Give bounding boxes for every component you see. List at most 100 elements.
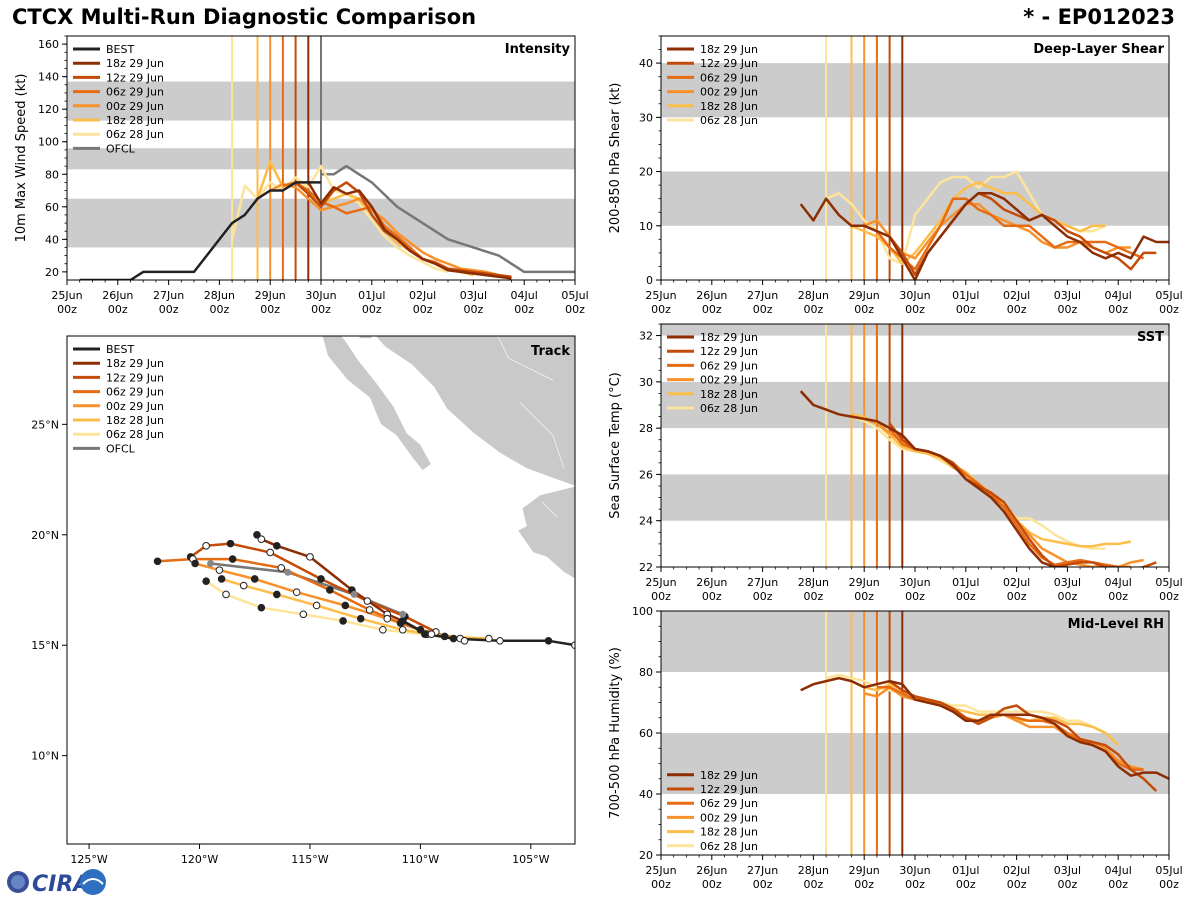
- intensity-xtick-label: 30Jun: [305, 289, 336, 302]
- sst-xtick-label: 03Jul: [1054, 576, 1081, 589]
- shear-series-line: [875, 197, 1145, 271]
- intensity-ytick-label: 120: [38, 103, 59, 116]
- shear-xtick-sublabel: 00z: [854, 303, 874, 316]
- sst-xtick-sublabel: 00z: [651, 590, 671, 603]
- shear-xtick-label: 30Jun: [899, 289, 930, 302]
- track-ytick-label: 25°N: [31, 418, 59, 431]
- track-point: [485, 634, 493, 643]
- rh-xtick-label: 28Jun: [798, 864, 829, 877]
- rh-xtick-label: 02Jul: [1003, 864, 1030, 877]
- track-point: [460, 637, 469, 645]
- intensity-ytick-label: 80: [45, 168, 59, 181]
- sst-xtick-sublabel: 00z: [956, 590, 976, 603]
- shear-xtick-label: 29Jun: [849, 289, 880, 302]
- intensity-xtick-label: 04Jul: [511, 289, 538, 302]
- track-point: [326, 586, 334, 594]
- track-xtick-label: 120°W: [181, 853, 218, 866]
- shear-ytick-label: 40: [639, 57, 653, 70]
- sst-xtick-label: 04Jul: [1105, 576, 1132, 589]
- sst-xtick-label: 05Jul: [1155, 576, 1182, 589]
- shear-xtick-sublabel: 00z: [651, 303, 671, 316]
- intensity-xtick-sublabel: 00z: [464, 303, 484, 316]
- sst-ytick-label: 24: [639, 515, 653, 528]
- rh-xtick-sublabel: 00z: [956, 878, 976, 891]
- rh-ytick-label: 100: [632, 605, 653, 618]
- sst-xtick-sublabel: 00z: [854, 590, 874, 603]
- track-point: [250, 575, 259, 583]
- shear-series-line: [799, 191, 1169, 280]
- intensity-plot-area: [67, 36, 575, 280]
- intensity-series-line: [321, 164, 575, 274]
- sst-ytick-label: 30: [639, 376, 653, 389]
- track-legend-label: 00z 29 Jun: [106, 400, 164, 413]
- intensity-xtick-label: 25Jun: [51, 289, 82, 302]
- shear-xtick-sublabel: 00z: [804, 303, 824, 316]
- track-legend-label: 18z 29 Jun: [106, 357, 164, 370]
- track-point: [153, 557, 162, 566]
- rh-title: Mid-Level RH: [1068, 617, 1164, 632]
- intensity-series-line: [269, 182, 500, 277]
- shear-xtick-label: 28Jun: [798, 289, 829, 302]
- sst-xtick-sublabel: 00z: [804, 590, 824, 603]
- track-legend-label: BEST: [106, 343, 134, 356]
- state-border: [519, 402, 565, 469]
- shear-band: [661, 63, 1169, 118]
- track-point: [215, 566, 224, 574]
- intensity-xtick-sublabel: 00z: [413, 303, 433, 316]
- intensity-legend-label: BEST: [106, 43, 134, 56]
- shear-xtick-sublabel: 00z: [956, 303, 976, 316]
- track-legend-label: 06z 29 Jun: [106, 386, 164, 399]
- intensity-series-line: [307, 181, 512, 280]
- intensity-legend-label: 06z 29 Jun: [106, 86, 164, 99]
- track-legend-label: 12z 29 Jun: [106, 371, 164, 384]
- rh-panel: 20 40 60 80 100 700-500 hPa Humidity (%) Mid-L…: [608, 605, 1170, 862]
- track-line: [205, 580, 465, 643]
- shear-xtick-sublabel: 00z: [1058, 303, 1078, 316]
- track-frame: [66, 335, 576, 845]
- track-point: [449, 634, 458, 643]
- rh-legend-label: 18z 29 Jun: [700, 769, 758, 782]
- sst-xtick-sublabel: 00z: [1108, 590, 1128, 603]
- sst-xtick-sublabel: 00z: [702, 590, 722, 603]
- sst-ytick-label: 26: [639, 468, 653, 481]
- shear-xtick-label: 05Jul: [1155, 289, 1182, 302]
- track-point: [273, 590, 281, 599]
- intensity-xtick-sublabel: 00z: [159, 303, 179, 316]
- track-point: [398, 625, 407, 634]
- intensity-xtick-label: 26Jun: [102, 289, 133, 302]
- sst-xtick-label: 29Jun: [849, 576, 880, 589]
- baja-california-landmass: [321, 336, 432, 472]
- rh-band: [661, 611, 1169, 672]
- sst-panel: 22 24 26 28 30 32 Sea Surface Temp (°C) SST: [608, 323, 1170, 574]
- sst-xtick-sublabel: 00z: [905, 590, 925, 603]
- rh-xtick-label: 04Jul: [1105, 864, 1132, 877]
- rh-xtick-label: 30Jun: [899, 864, 930, 877]
- intensity-xtick-sublabel: 00z: [108, 303, 128, 316]
- sst-title: SST: [1137, 330, 1164, 345]
- rh-legend-label: 06z 29 Jun: [700, 797, 758, 810]
- intensity-legend-label: 06z 28 Jun: [106, 128, 164, 141]
- track-legend-label: 06z 28 Jun: [106, 428, 164, 441]
- track-line: [189, 542, 437, 634]
- sst-xtick-label: 27Jun: [747, 576, 778, 589]
- state-border: [497, 336, 554, 381]
- track-point: [365, 606, 374, 614]
- rh-legend-label: 12z 29 Jun: [700, 783, 758, 796]
- shear-xtick-label: 26Jun: [696, 289, 727, 302]
- track-point: [226, 539, 235, 548]
- shear-legend-label: 18z 29 Jun: [700, 43, 758, 56]
- rh-xtick-label: 25Jun: [645, 864, 676, 877]
- track-point: [341, 601, 350, 610]
- intensity-xtick-label: 02Jul: [409, 289, 436, 302]
- shear-legend-label: 12z 29 Jun: [700, 57, 758, 70]
- intensity-xtick-label: 03Jul: [460, 289, 487, 302]
- intensity-xtick-label: 28Jun: [204, 289, 235, 302]
- track-ytick-label: 20°N: [31, 529, 59, 542]
- track-point: [277, 564, 286, 572]
- sst-legend-label: 12z 29 Jun: [700, 345, 758, 358]
- track-legend-label: OFCL: [106, 442, 136, 455]
- shear-ylabel: 200-850 hPa Shear (kt): [608, 83, 623, 234]
- intensity-series-line: [79, 181, 321, 280]
- track-legend-label: 18z 28 Jun: [106, 414, 164, 427]
- cira-logo: CIRA: [4, 866, 108, 898]
